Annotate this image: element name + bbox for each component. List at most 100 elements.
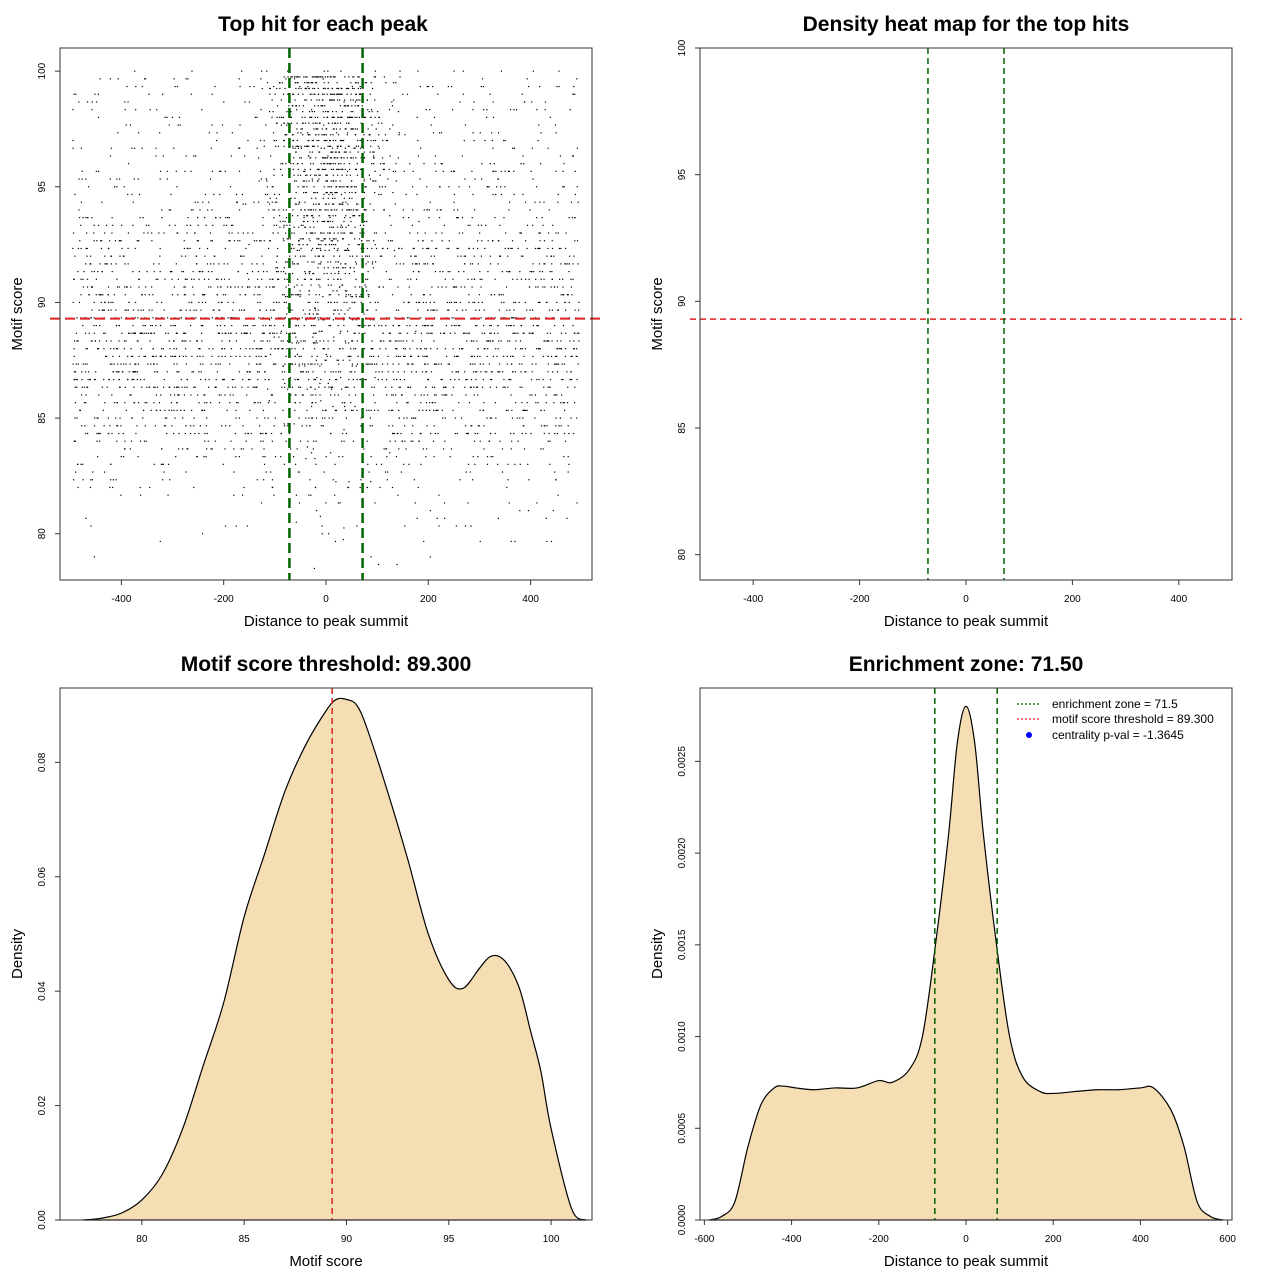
scatter-point [78,178,80,180]
scatter-point [341,209,343,211]
scatter-point [93,301,95,304]
scatter-point [546,332,548,334]
scatter-point [282,116,285,118]
scatter-point [489,417,491,419]
scatter-point [353,147,355,149]
scatter-point [202,363,204,365]
scatter-point [539,270,541,273]
scatter-point [335,139,337,142]
scatter-point [327,186,329,188]
scatter-point [486,417,488,419]
scatter-point [457,247,459,250]
scatter-point [500,70,503,72]
scatter-point [318,330,320,332]
scatter-point [305,191,307,194]
scatter-point [407,402,409,404]
scatter-point [85,217,87,219]
scatter-point [97,93,99,95]
scatter-point [526,78,528,80]
scatter-point [156,109,158,111]
scatter-point [460,417,463,419]
scatter-point [435,170,437,172]
scatter-point [321,134,323,136]
scatter-point [137,240,140,242]
scatter-point [313,307,316,309]
scatter-point [396,378,398,381]
scatter-point [390,340,392,342]
scatter-point [228,240,230,242]
scatter-point [297,147,300,149]
scatter-point [420,147,422,149]
scatter-point [334,540,337,543]
scatter-point [408,217,410,219]
scatter-point [132,355,134,358]
scatter-point [374,363,376,365]
scatter-point [161,209,163,211]
scatter-point [493,163,495,165]
scatter-point [111,270,113,273]
scatter-point [104,255,106,257]
scatter-point [196,340,198,342]
scatter-point [340,93,342,95]
scatter-point [197,240,200,242]
scatter-point [468,332,470,334]
scatter-point [96,432,98,435]
scatter-point [520,371,522,373]
scatter-point [96,240,98,242]
scatter-point [213,309,215,311]
scatter-point [204,217,206,219]
scatter-point [483,324,485,327]
scatter-point [373,386,375,388]
scatter-point [312,220,315,223]
scatter-point [281,371,283,373]
scatter-point [80,278,82,280]
scatter-point [306,186,308,188]
scatter-point [133,371,135,373]
scatter-point [295,294,297,296]
x-tick-label: 95 [443,1234,455,1245]
scatter-point [140,348,142,350]
scatter-point [482,378,484,381]
scatter-point [325,456,327,458]
scatter-point [77,463,79,465]
scatter-point [292,145,294,147]
scatter-point [394,203,396,205]
scatter-point [356,340,359,342]
scatter-point [391,101,393,103]
scatter-point [489,324,491,327]
scatter-point [133,178,135,180]
scatter-point [352,378,354,381]
scatter-point [475,371,477,373]
scatter-point [210,402,212,404]
scatter-point [368,240,370,242]
scatter-point [308,290,310,292]
scatter-point [524,409,526,411]
scatter-point [196,240,198,242]
scatter-point [88,371,90,373]
scatter-point [242,232,244,234]
scatter-point [118,340,120,342]
scatter-point [386,139,389,142]
scatter-point [262,324,264,327]
scatter-point [338,286,341,288]
scatter-point [314,76,316,78]
scatter-point [339,105,341,107]
scatter-point [497,517,499,519]
scatter-panel: Top hit for each peak -400 -200 0 200 400 80… [9,13,602,630]
scatter-point [434,155,437,157]
scatter-point [286,313,288,315]
scatter-point [319,286,321,288]
scatter-point [284,278,286,280]
scatter-point [240,448,242,450]
scatter-point [409,232,411,234]
scatter-point [148,224,150,226]
scatter-point [295,336,297,338]
scatter-point [538,263,541,265]
scatter-point [369,93,371,95]
legend-label-centrality: centrality p-val = -1.3645 [1052,728,1184,742]
scatter-point [87,378,89,381]
scatter-point [310,324,313,327]
scatter-point [336,132,338,134]
scatter-point [190,425,192,427]
scatter-point [330,386,332,388]
